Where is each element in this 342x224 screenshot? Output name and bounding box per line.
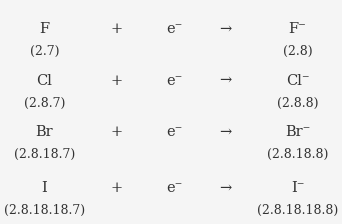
Text: →: → xyxy=(220,22,232,36)
Text: (2.8): (2.8) xyxy=(283,45,312,58)
Text: I: I xyxy=(42,181,47,195)
Text: e⁻: e⁻ xyxy=(166,22,183,36)
Text: (2.7): (2.7) xyxy=(30,45,59,58)
Text: F⁻: F⁻ xyxy=(289,22,306,36)
Text: Br: Br xyxy=(36,125,53,139)
Text: I⁻: I⁻ xyxy=(291,181,304,195)
Text: →: → xyxy=(220,181,232,195)
Text: +: + xyxy=(110,74,122,88)
Text: →: → xyxy=(220,125,232,139)
Text: +: + xyxy=(110,22,122,36)
Text: Cl⁻: Cl⁻ xyxy=(286,74,310,88)
Text: →: → xyxy=(220,74,232,88)
Text: (2.8.8): (2.8.8) xyxy=(277,97,318,110)
Text: +: + xyxy=(110,125,122,139)
Text: e⁻: e⁻ xyxy=(166,74,183,88)
Text: Br⁻: Br⁻ xyxy=(285,125,310,139)
Text: +: + xyxy=(110,181,122,195)
Text: F: F xyxy=(39,22,50,36)
Text: (2.8.18.18.8): (2.8.18.18.8) xyxy=(257,204,338,217)
Text: (2.8.18.8): (2.8.18.8) xyxy=(267,148,328,161)
Text: (2.8.18.7): (2.8.18.7) xyxy=(14,148,75,161)
Text: (2.8.18.18.7): (2.8.18.18.7) xyxy=(4,204,85,217)
Text: e⁻: e⁻ xyxy=(166,125,183,139)
Text: e⁻: e⁻ xyxy=(166,181,183,195)
Text: (2.8.7): (2.8.7) xyxy=(24,97,65,110)
Text: Cl: Cl xyxy=(37,74,52,88)
